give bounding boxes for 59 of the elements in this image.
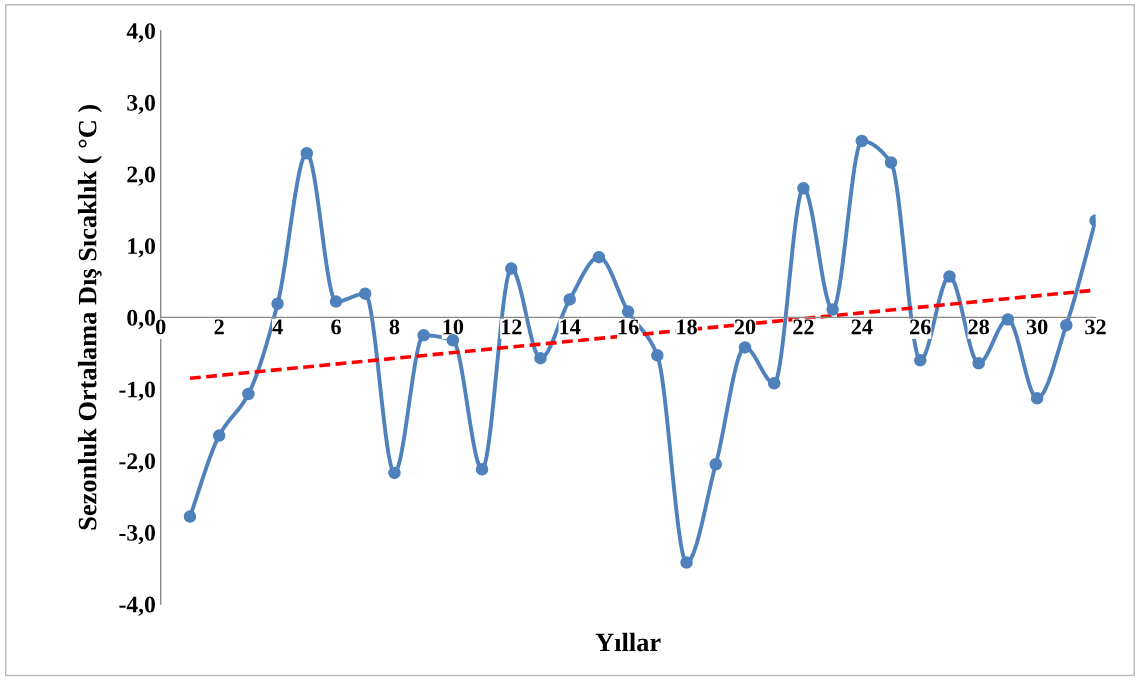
point [884, 156, 898, 169]
point [300, 146, 314, 160]
y-tick-label: 0,0 [127, 309, 155, 330]
y-tick-label: -4,0 [119, 596, 155, 616]
point [388, 466, 401, 480]
y-tick-label: 2,0 [127, 166, 155, 186]
point [621, 305, 635, 318]
x-tick-label: 8 [389, 319, 400, 335]
point [767, 377, 781, 390]
point [972, 356, 985, 370]
y-tick-label: -3,0 [119, 524, 155, 545]
x-tick-label: 16 [618, 319, 639, 335]
point [592, 250, 606, 264]
point [475, 463, 489, 476]
x-axis-title: Yıllar [595, 632, 661, 652]
point [417, 329, 430, 342]
x-tick-label: 12 [501, 319, 522, 335]
point [826, 303, 839, 316]
y-tick-label: -2,0 [119, 453, 155, 473]
point [1030, 392, 1044, 405]
point [709, 458, 723, 471]
y-tick-label: -1,0 [119, 381, 155, 401]
point [1001, 313, 1015, 326]
x-tick-label: 20 [734, 319, 756, 335]
point [358, 287, 372, 300]
point [1060, 318, 1073, 332]
x-tick-label: 6 [331, 319, 341, 335]
x-tick-label: 24 [851, 319, 873, 335]
y-tick-label: 4,0 [126, 23, 155, 43]
x-tick-label: 32 [1085, 319, 1106, 335]
point [242, 387, 255, 401]
x-tick-label: 30 [1026, 319, 1048, 335]
point [183, 510, 197, 523]
point [329, 295, 343, 308]
point [446, 334, 460, 347]
point [943, 270, 956, 283]
point [563, 293, 576, 306]
point [680, 556, 693, 569]
point [271, 297, 284, 310]
point [738, 341, 752, 354]
point [797, 182, 810, 195]
point [651, 349, 664, 362]
x-tick-label: 26 [910, 319, 931, 335]
y-tick-label: 1,0 [128, 238, 155, 258]
x-tick-label: 14 [560, 319, 581, 335]
x-tick-label: 0 [156, 319, 166, 335]
x-tick-label: 18 [677, 319, 697, 335]
point [505, 262, 518, 275]
x-tick-label: 10 [443, 319, 464, 335]
point [534, 351, 547, 365]
point [914, 354, 927, 367]
x-tick-label: 28 [968, 319, 990, 335]
x-tick-label: 22 [793, 319, 814, 335]
y-tick-label: 3,0 [127, 94, 155, 115]
point [855, 134, 869, 148]
x-tick-label: 4 [272, 319, 283, 335]
point [212, 429, 226, 442]
x-tick-label: 2 [214, 319, 224, 335]
y-axis-title: Sezonluk Ortalama Dış Sıcaklık ( °C ) [77, 105, 102, 530]
